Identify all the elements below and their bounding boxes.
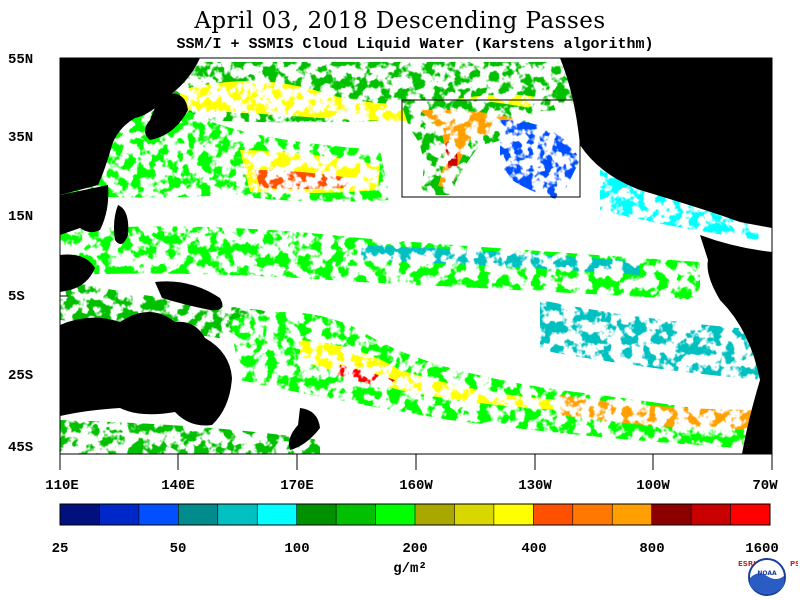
colorbar-swatch — [60, 504, 100, 525]
lat-label-5s: 5S — [8, 289, 25, 305]
logo-left-text: ESRL — [738, 560, 758, 568]
noaa-esrl-psd-logo: ESRL PSD NOAA — [738, 558, 798, 596]
colorbar-swatch — [493, 504, 534, 525]
colorbar-swatch — [651, 504, 692, 525]
colorbar-swatch — [178, 504, 219, 525]
philippines-island — [114, 205, 129, 244]
lat-label-45s: 45S — [8, 440, 34, 456]
colorbar-swatch — [572, 504, 613, 525]
region-outline-box — [401, 99, 581, 198]
colorbar-swatch — [730, 504, 771, 525]
colorbar-label-50: 50 — [169, 541, 187, 557]
new-guinea-island — [155, 281, 223, 311]
asia-landmass — [60, 58, 200, 195]
colorbar-swatch — [99, 504, 140, 525]
colorbar-label-1600: 1600 — [745, 541, 779, 557]
colorbar-units: g/m² — [393, 561, 427, 577]
logo-water — [750, 573, 784, 594]
colorbar-swatch — [138, 504, 179, 525]
colorbar-swatch — [336, 504, 377, 525]
new-zealand-island — [289, 408, 320, 450]
colorbar-swatch — [217, 504, 258, 525]
lat-label-25s: 25S — [8, 368, 34, 384]
lon-label-160w: 160W — [399, 478, 433, 494]
colorbar-label-25: 25 — [51, 541, 69, 557]
lon-label-100w: 100W — [636, 478, 670, 494]
land-masses — [60, 58, 772, 454]
colorbar-label-200: 200 — [402, 541, 428, 557]
south-america-landmass — [700, 235, 772, 454]
colorbar-swatch — [612, 504, 653, 525]
colorbar-swatch — [257, 504, 298, 525]
map-area — [60, 58, 772, 454]
colorbar-swatch — [296, 504, 337, 525]
japan-island — [145, 93, 188, 140]
colorbar — [59, 503, 771, 526]
colorbar-label-800: 800 — [639, 541, 665, 557]
colorbar-swatch — [691, 504, 732, 525]
lat-label-55n: 55N — [8, 52, 34, 68]
cloud-water-field — [60, 62, 772, 454]
lon-label-110e: 110E — [45, 478, 79, 494]
lon-label-170e: 170E — [280, 478, 314, 494]
logo-letters: ESRL PSD — [738, 560, 798, 568]
colorbar-label-100: 100 — [284, 541, 310, 557]
colorbar-label-400: 400 — [521, 541, 547, 557]
lon-label-140e: 140E — [161, 478, 195, 494]
north-america-landmass — [560, 58, 772, 228]
logo-center-text: NOAA — [757, 570, 777, 577]
colorbar-swatch — [454, 504, 495, 525]
lon-label-130w: 130W — [518, 478, 552, 494]
page-title: April 03, 2018 Descending Passes — [194, 8, 606, 34]
lon-ticks — [59, 454, 773, 470]
lat-label-35n: 35N — [8, 130, 34, 146]
page-subtitle: SSM/I + SSMIS Cloud Liquid Water (Karste… — [176, 36, 654, 53]
borneo-island — [60, 254, 95, 292]
logo-right-text: PSD — [790, 560, 798, 568]
lat-label-15n: 15N — [8, 209, 34, 225]
australia-landmass — [60, 312, 232, 426]
colorbar-swatch — [533, 504, 574, 525]
indochina-landmass — [60, 185, 109, 235]
lon-label-70w: 70W — [752, 478, 778, 494]
colorbar-swatch — [415, 504, 455, 525]
colorbar-swatch — [375, 504, 416, 525]
lat-ticks — [60, 57, 68, 455]
